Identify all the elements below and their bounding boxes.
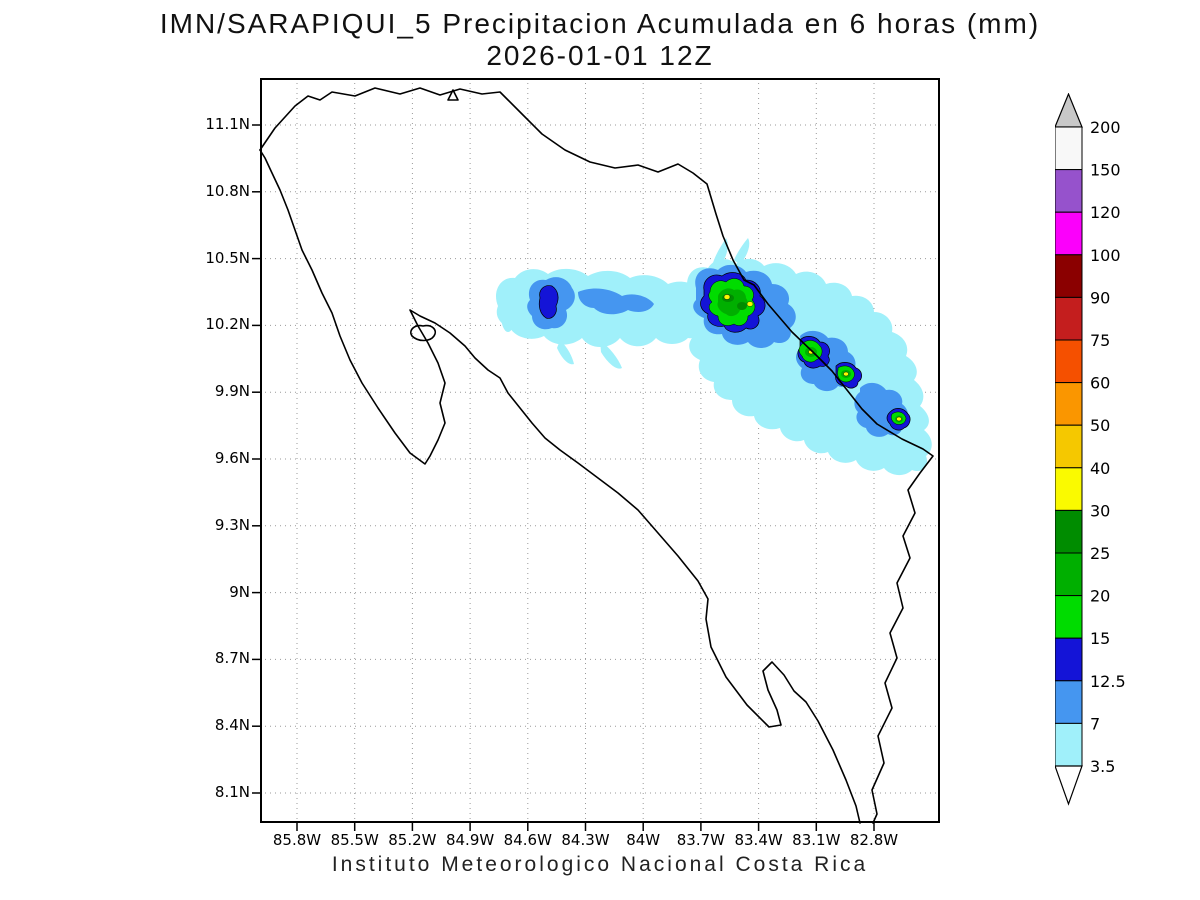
lat-label: 9.9N	[214, 382, 250, 401]
precip-level-3p5	[600, 340, 622, 369]
precip-level-30	[843, 371, 849, 377]
colorbar-label: 30	[1090, 501, 1110, 520]
colorbar-arrow-top	[1054, 92, 1083, 128]
precip-level-30	[746, 301, 754, 307]
lon-label: 84.9W	[445, 831, 495, 849]
precip-level-3p5	[734, 238, 750, 265]
colorbar-label: 150	[1090, 161, 1121, 180]
colorbar-label: 200	[1090, 118, 1121, 137]
colorbar-segment	[1054, 722, 1083, 767]
lat-label: 10.8N	[205, 181, 250, 200]
colorbar-label: 120	[1090, 203, 1121, 222]
colorbar-segment	[1054, 424, 1083, 469]
precip-level-3p5	[557, 340, 574, 365]
colorbar-segment	[1054, 254, 1083, 298]
chira-island	[410, 324, 437, 342]
lon-label: 83.7W	[676, 831, 725, 849]
colorbar-label: 50	[1090, 416, 1110, 435]
lon-label: 85.8W	[272, 831, 322, 849]
precip-level-3p5	[501, 298, 515, 332]
source-caption: Instituto Meteorologico Nacional Costa R…	[331, 853, 869, 876]
colorbar-label: 12.5	[1090, 672, 1126, 691]
colorbar-segment	[1054, 169, 1083, 213]
colorbar-label: 3.5	[1090, 757, 1115, 776]
colorbar-label: 75	[1090, 331, 1110, 350]
lat-label: 10.5N	[205, 248, 250, 267]
precip-level-7	[578, 288, 654, 315]
precip-level-12p5	[538, 285, 559, 319]
colorbar-label: 7	[1090, 714, 1100, 733]
page-subtitle-datetime: 2026-01-01 12Z	[486, 40, 714, 71]
lon-label: 84.6W	[503, 831, 552, 849]
colorbar-label: 100	[1090, 246, 1121, 265]
lon-label: 83.4W	[734, 831, 783, 849]
plot-frame	[260, 78, 940, 823]
coastline-north-caribbean-border	[259, 87, 934, 824]
colorbar-arrow-bottom	[1054, 765, 1083, 806]
lon-label: 83.1W	[792, 831, 841, 849]
colorbar-segment	[1054, 467, 1083, 511]
colorbar-segment	[1054, 211, 1083, 256]
colorbar-label: 90	[1090, 288, 1110, 307]
page-title: IMN/SARAPIQUI_5 Precipitacion Acumulada …	[159, 8, 1041, 39]
lat-label: 8.7N	[214, 649, 250, 668]
colorbar-segment	[1054, 296, 1083, 341]
colorbar-label: 25	[1090, 544, 1110, 563]
lon-label: 85.5W	[330, 831, 379, 849]
lat-label: 8.1N	[214, 783, 250, 801]
lat-label: 11.1N	[205, 115, 250, 133]
colorbar-label: 60	[1090, 374, 1110, 393]
precip-level-30	[896, 416, 902, 422]
colorbar-label: 15	[1090, 629, 1110, 648]
colorbar-segment	[1054, 552, 1083, 597]
map-plot-area	[252, 78, 940, 831]
coastline-pacific	[259, 149, 861, 824]
lon-label: 85.2W	[388, 831, 437, 849]
lon-label: 84.3W	[561, 831, 610, 849]
colorbar-label: 20	[1090, 587, 1110, 606]
coastline-borders	[259, 87, 934, 824]
lon-label: 82.8W	[849, 831, 899, 849]
colorbar-svg: 200 150 120 100 90 75 60 50 40 30 25 20 15 12.5 7 3.5	[1054, 92, 1126, 806]
costa-rica-map	[252, 78, 940, 831]
colorbar-segment	[1054, 382, 1083, 426]
colorbar-segment	[1054, 339, 1083, 384]
colorbar-label: 40	[1090, 459, 1110, 478]
colorbar-segment	[1054, 509, 1083, 554]
lat-label: 9N	[229, 582, 250, 601]
precip-level-30	[723, 294, 731, 300]
precipitation-shading	[495, 238, 932, 476]
lat-label: 9.6N	[214, 449, 250, 467]
colorbar-segment	[1054, 637, 1083, 682]
lon-label: 84W	[626, 831, 661, 849]
colorbar-segment	[1054, 126, 1083, 171]
lat-label: 10.2N	[205, 315, 250, 334]
axis-ticks	[252, 124, 875, 831]
precip-level-25	[737, 302, 747, 310]
colorbar-segment	[1054, 595, 1083, 639]
lake-island	[447, 89, 459, 101]
lat-label: 8.4N	[214, 716, 250, 735]
lat-label: 9.3N	[214, 515, 250, 534]
colorbar-legend: 200 150 120 100 90 75 60 50 40 30 25 20 15 12.5 7 3.5	[1054, 92, 1165, 833]
colorbar-segment	[1054, 680, 1083, 724]
